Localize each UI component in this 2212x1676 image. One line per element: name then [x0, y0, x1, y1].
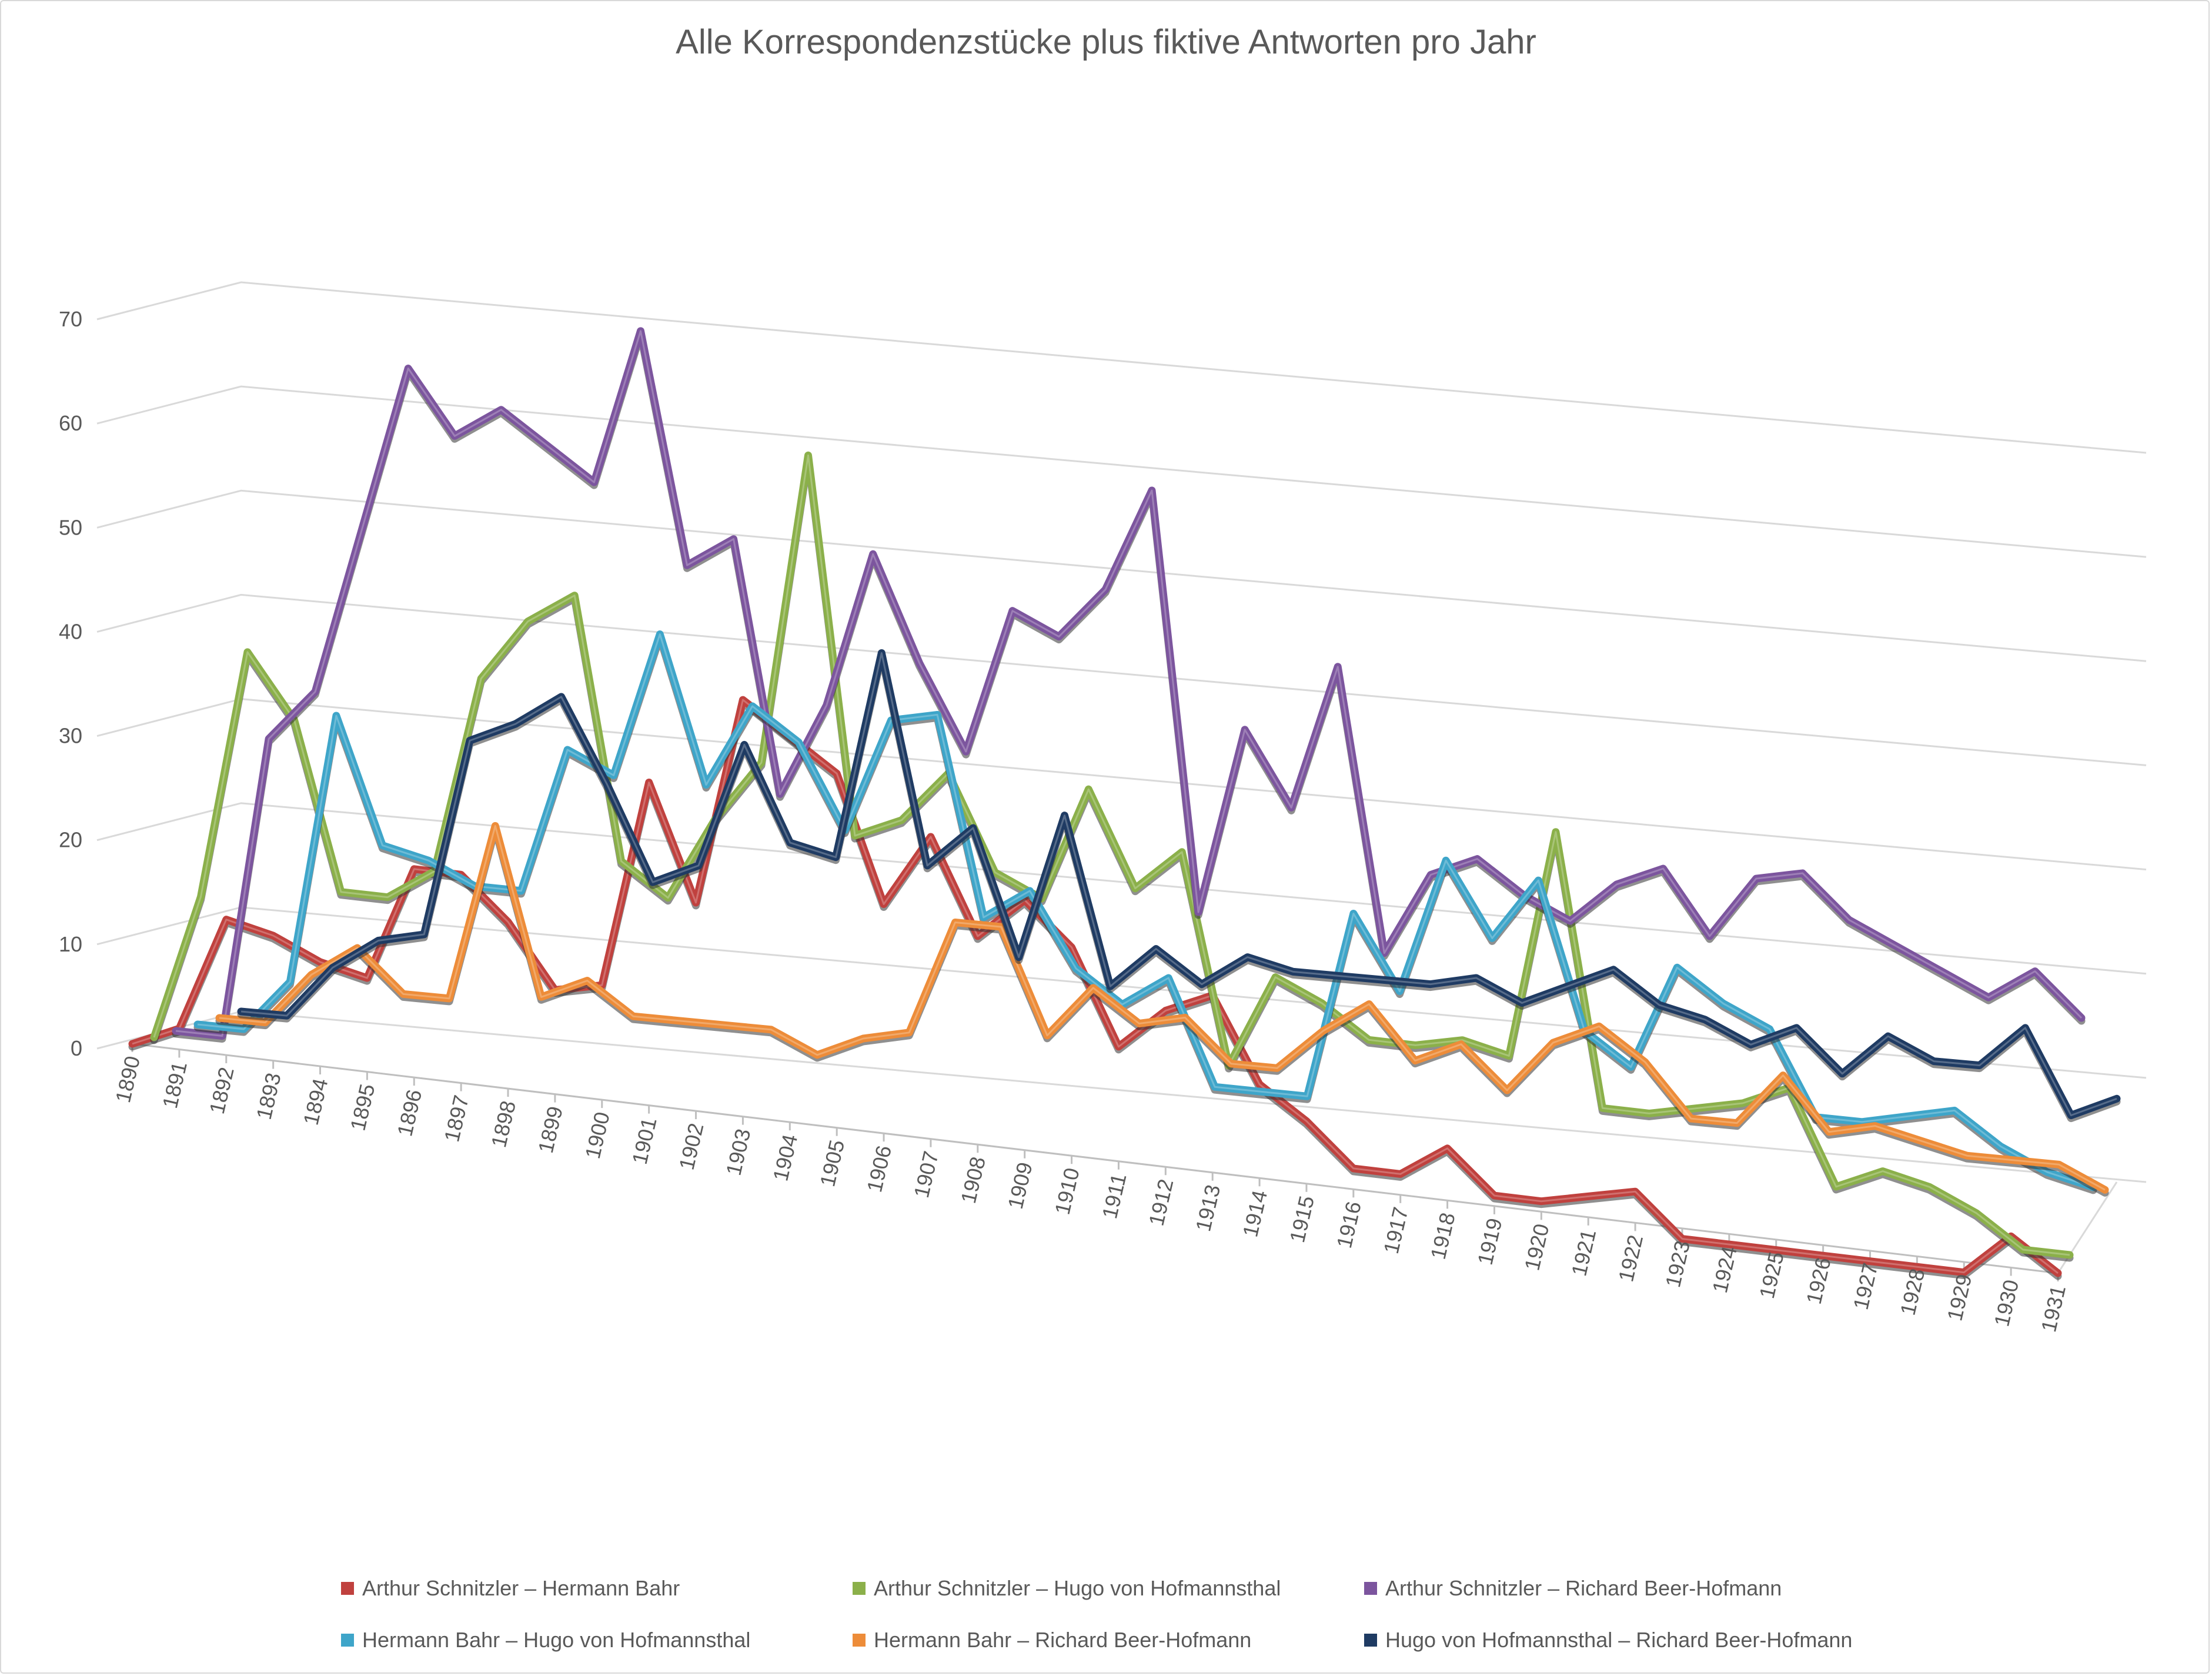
series-line-highlight [153, 454, 2070, 1256]
legend-item: Arthur Schnitzler – Richard Beer-Hofmann [1364, 1576, 1782, 1601]
x-tick-label: 1928 [1895, 1266, 1929, 1317]
series-line [237, 649, 2121, 1123]
x-tick-label: 1908 [956, 1154, 990, 1206]
series-line [172, 327, 2086, 1043]
series-line-highlight [219, 824, 2106, 1191]
x-tick-label: 1906 [862, 1143, 896, 1194]
series-line-highlight [175, 330, 2083, 1037]
series-line-stroke [215, 822, 2109, 1194]
y-tick-label: 60 [59, 411, 82, 435]
x-tick-label: 1909 [1003, 1160, 1037, 1211]
x-tick-label: 1894 [299, 1076, 333, 1127]
legend-swatch [853, 1582, 866, 1595]
legend-item: Hugo von Hofmannsthal – Richard Beer-Hof… [1364, 1628, 1852, 1652]
x-tick-label: 1921 [1566, 1227, 1600, 1278]
x-tick-label: 1890 [111, 1054, 145, 1105]
x-tick-label: 1915 [1285, 1194, 1319, 1245]
x-tick-label: 1910 [1050, 1166, 1084, 1217]
legend-label: Arthur Schnitzler – Hugo von Hofmannstha… [874, 1576, 1281, 1600]
legend-swatch [341, 1582, 354, 1595]
x-tick-label: 1914 [1238, 1188, 1272, 1239]
y-tick-label: 40 [59, 619, 82, 643]
x-tick-label: 1927 [1849, 1261, 1883, 1312]
legend-label: Hermann Bahr – Hugo von Hofmannsthal [362, 1628, 751, 1652]
legend-swatch [1364, 1634, 1377, 1647]
series-line-stroke [237, 649, 2121, 1120]
x-tick-label: 1918 [1426, 1210, 1460, 1261]
legend-label: Arthur Schnitzler – Richard Beer-Hofmann [1385, 1576, 1782, 1600]
legend-label: Hugo von Hofmannsthal – Richard Beer-Hof… [1385, 1628, 1853, 1652]
x-tick-label: 1901 [627, 1115, 661, 1166]
legend-item: Hermann Bahr – Richard Beer-Hofmann [853, 1628, 1251, 1652]
x-tick-label: 1919 [1473, 1216, 1507, 1267]
x-tick-label: 1930 [1989, 1277, 2023, 1328]
x-tick-label: 1902 [674, 1121, 709, 1172]
x-tick-label: 1926 [1802, 1255, 1836, 1306]
series-line [150, 451, 2074, 1262]
y-tick-label: 50 [59, 515, 82, 539]
series-line-shadow [172, 330, 2086, 1043]
x-tick-label: 1916 [1332, 1199, 1366, 1250]
legend-swatch [853, 1634, 866, 1647]
y-tick-label: 70 [59, 307, 82, 331]
x-tick-label: 1911 [1097, 1171, 1131, 1221]
x-tick-label: 1900 [580, 1110, 614, 1161]
gridline [96, 385, 2147, 558]
x-tick-label: 1892 [205, 1065, 239, 1116]
x-tick-label: 1929 [1942, 1272, 1976, 1323]
x-tick-label: 1904 [768, 1132, 802, 1183]
x-tick-label: 1907 [909, 1149, 943, 1200]
legend-item: Arthur Schnitzler – Hermann Bahr [341, 1576, 680, 1601]
x-tick-label: 1931 [2036, 1283, 2070, 1334]
chart-title: Alle Korrespondenzstücke plus fiktive An… [676, 23, 1536, 61]
x-tick-label: 1899 [533, 1104, 567, 1155]
gridline [96, 281, 2147, 454]
legend-item: Hermann Bahr – Hugo von Hofmannsthal [341, 1628, 750, 1652]
series-line [215, 822, 2109, 1197]
gridline [96, 593, 2147, 766]
x-tick-label: 1891 [158, 1059, 192, 1110]
x-tick-label: 1913 [1191, 1182, 1225, 1233]
x-tick-label: 1896 [392, 1087, 426, 1139]
series-line-stroke [172, 327, 2086, 1040]
series-line-highlight [240, 652, 2117, 1117]
x-tick-label: 1912 [1144, 1177, 1178, 1228]
axes [131, 1043, 2118, 1281]
x-tick-label: 1925 [1755, 1250, 1789, 1301]
x-tick-label: 1922 [1613, 1233, 1648, 1284]
x-tick-label: 1903 [721, 1126, 756, 1177]
y-tick-label: 10 [59, 932, 82, 956]
legend-swatch [341, 1634, 354, 1647]
series-lines [128, 327, 2121, 1280]
legend-item: Arthur Schnitzler – Hugo von Hofmannstha… [853, 1576, 1281, 1601]
legend-label: Hermann Bahr – Richard Beer-Hofmann [874, 1628, 1252, 1652]
y-tick-label: 0 [71, 1036, 82, 1060]
x-tick-label: 1895 [345, 1081, 379, 1133]
x-tick-label: 1924 [1708, 1244, 1742, 1295]
legend-label: Arthur Schnitzler – Hermann Bahr [362, 1576, 680, 1600]
x-tick-label: 1898 [486, 1099, 520, 1150]
x-tick-label: 1920 [1519, 1221, 1553, 1273]
x-tick-label: 1923 [1660, 1238, 1695, 1290]
y-tick-label: 20 [59, 828, 82, 852]
x-tick-label: 1893 [252, 1070, 286, 1121]
y-tick-label: 30 [59, 724, 82, 748]
x-tick-label: 1897 [439, 1093, 473, 1144]
x-tick-label: 1905 [815, 1137, 849, 1188]
x-axis-line [132, 1043, 2059, 1274]
gridline [96, 698, 2147, 871]
gridline [96, 489, 2147, 662]
legend-swatch [1364, 1582, 1377, 1595]
x-tick-label: 1917 [1379, 1205, 1413, 1256]
series-line-stroke [150, 451, 2074, 1259]
